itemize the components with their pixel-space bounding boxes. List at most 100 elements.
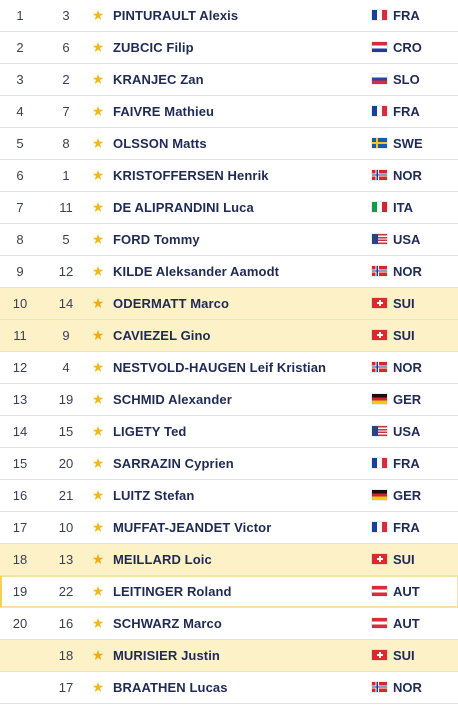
bib-cell: 6 [62,40,70,55]
nation-code: SUI [393,328,415,343]
table-row[interactable]: 17 10 ★ MUFFAT-JEANDET Victor FRA [0,512,458,544]
nation-code: FRA [393,104,420,119]
star-icon[interactable]: ★ [91,167,105,183]
FRA-flag-icon [372,522,387,532]
table-row[interactable]: 4 7 ★ FAIVRE Mathieu FRA [0,96,458,128]
star-icon[interactable]: ★ [91,199,105,215]
rank-cell: 4 [16,104,24,119]
athlete-name[interactable]: KRANJEC Zan [113,72,204,87]
athlete-name[interactable]: DE ALIPRANDINI Luca [113,200,254,215]
rank-cell: 7 [16,200,24,215]
rank-cell [0,672,40,703]
bib-cell: 5 [62,232,70,247]
athlete-name[interactable]: MURISIER Justin [113,648,220,663]
rank-cell: 15 [12,456,28,471]
table-row[interactable]: 7 11 ★ DE ALIPRANDINI Luca ITA [0,192,458,224]
star-icon[interactable]: ★ [91,39,105,55]
athlete-name[interactable]: SARRAZIN Cyprien [113,456,234,471]
star-icon[interactable]: ★ [91,231,105,247]
athlete-name[interactable]: ZUBCIC Filip [113,40,194,55]
rank-cell: 3 [16,72,24,87]
nation-code: NOR [393,168,422,183]
table-row[interactable]: 1 3 ★ PINTURAULT Alexis FRA [0,0,458,32]
athlete-name[interactable]: PINTURAULT Alexis [113,8,239,23]
bib-cell: 16 [58,616,74,631]
AUT-flag-icon [372,618,387,628]
FRA-flag-icon [372,106,387,116]
star-icon[interactable]: ★ [91,679,105,695]
nation-code: USA [393,232,421,247]
rank-cell: 14 [12,424,28,439]
table-row[interactable]: 6 1 ★ KRISTOFFERSEN Henrik NOR [0,160,458,192]
SWE-flag-icon [372,138,387,148]
athlete-name[interactable]: LUITZ Stefan [113,488,195,503]
athlete-name[interactable]: BRAATHEN Lucas [113,680,228,695]
rank-cell: 8 [16,232,24,247]
table-row[interactable]: 11 9 ★ CAVIEZEL Gino SUI [0,320,458,352]
star-icon[interactable]: ★ [91,423,105,439]
SLO-flag-icon [372,74,387,84]
table-row[interactable]: 13 19 ★ SCHMID Alexander GER [0,384,458,416]
rank-cell: 9 [16,264,24,279]
star-icon[interactable]: ★ [91,455,105,471]
table-row[interactable]: 10 14 ★ ODERMATT Marco SUI [0,288,458,320]
table-row[interactable]: 20 16 ★ SCHWARZ Marco AUT [0,608,458,640]
athlete-name[interactable]: ODERMATT Marco [113,296,229,311]
star-icon[interactable]: ★ [91,391,105,407]
NOR-flag-icon [372,266,387,276]
nation-code: AUT [393,616,420,631]
athlete-name[interactable]: KILDE Aleksander Aamodt [113,264,280,279]
bib-cell: 2 [62,72,70,87]
star-icon[interactable]: ★ [91,7,105,23]
table-row[interactable]: 17 ★ BRAATHEN Lucas NOR [0,672,458,704]
athlete-name[interactable]: SCHMID Alexander [113,392,232,407]
bib-cell: 15 [58,424,74,439]
star-icon[interactable]: ★ [91,487,105,503]
star-icon[interactable]: ★ [91,551,105,567]
athlete-name[interactable]: MUFFAT-JEANDET Victor [113,520,272,535]
star-icon[interactable]: ★ [91,71,105,87]
athlete-name[interactable]: MEILLARD Loic [113,552,212,567]
table-row[interactable]: 8 5 ★ FORD Tommy USA [0,224,458,256]
table-row[interactable]: 2 6 ★ ZUBCIC Filip CRO [0,32,458,64]
athlete-name[interactable]: KRISTOFFERSEN Henrik [113,168,269,183]
star-icon[interactable]: ★ [91,647,105,663]
athlete-name[interactable]: NESTVOLD-HAUGEN Leif Kristian [113,360,327,375]
star-icon[interactable]: ★ [91,327,105,343]
star-icon[interactable]: ★ [91,583,105,599]
table-row[interactable]: 16 21 ★ LUITZ Stefan GER [0,480,458,512]
star-icon[interactable]: ★ [91,263,105,279]
table-row[interactable]: 5 8 ★ OLSSON Matts SWE [0,128,458,160]
athlete-name[interactable]: CAVIEZEL Gino [113,328,211,343]
table-row[interactable]: 15 20 ★ SARRAZIN Cyprien FRA [0,448,458,480]
rank-cell: 13 [12,392,28,407]
star-icon[interactable]: ★ [91,135,105,151]
NOR-flag-icon [372,682,387,692]
table-row[interactable]: 14 15 ★ LIGETY Ted USA [0,416,458,448]
table-row[interactable]: 12 4 ★ NESTVOLD-HAUGEN Leif Kristian NOR [0,352,458,384]
bib-cell: 21 [58,488,74,503]
table-row[interactable]: 18 ★ MURISIER Justin SUI [0,640,458,672]
table-row[interactable]: 18 13 ★ MEILLARD Loic SUI [0,544,458,576]
bib-cell: 22 [58,584,74,599]
athlete-name[interactable]: OLSSON Matts [113,136,207,151]
rank-cell: 1 [16,8,24,23]
nation-code: NOR [393,264,422,279]
athlete-name[interactable]: FORD Tommy [113,232,200,247]
athlete-name[interactable]: FAIVRE Mathieu [113,104,215,119]
star-icon[interactable]: ★ [91,615,105,631]
star-icon[interactable]: ★ [91,103,105,119]
star-icon[interactable]: ★ [91,519,105,535]
athlete-name[interactable]: LIGETY Ted [113,424,187,439]
table-row[interactable]: 19 22 ★ LEITINGER Roland AUT [0,576,458,608]
table-row[interactable]: 9 12 ★ KILDE Aleksander Aamodt NOR [0,256,458,288]
table-row[interactable]: 3 2 ★ KRANJEC Zan SLO [0,64,458,96]
athlete-name[interactable]: SCHWARZ Marco [113,616,222,631]
bib-cell: 9 [62,328,70,343]
athlete-name[interactable]: LEITINGER Roland [113,584,232,599]
bib-cell: 19 [58,392,74,407]
bib-cell: 20 [58,456,74,471]
star-icon[interactable]: ★ [91,359,105,375]
star-icon[interactable]: ★ [91,295,105,311]
